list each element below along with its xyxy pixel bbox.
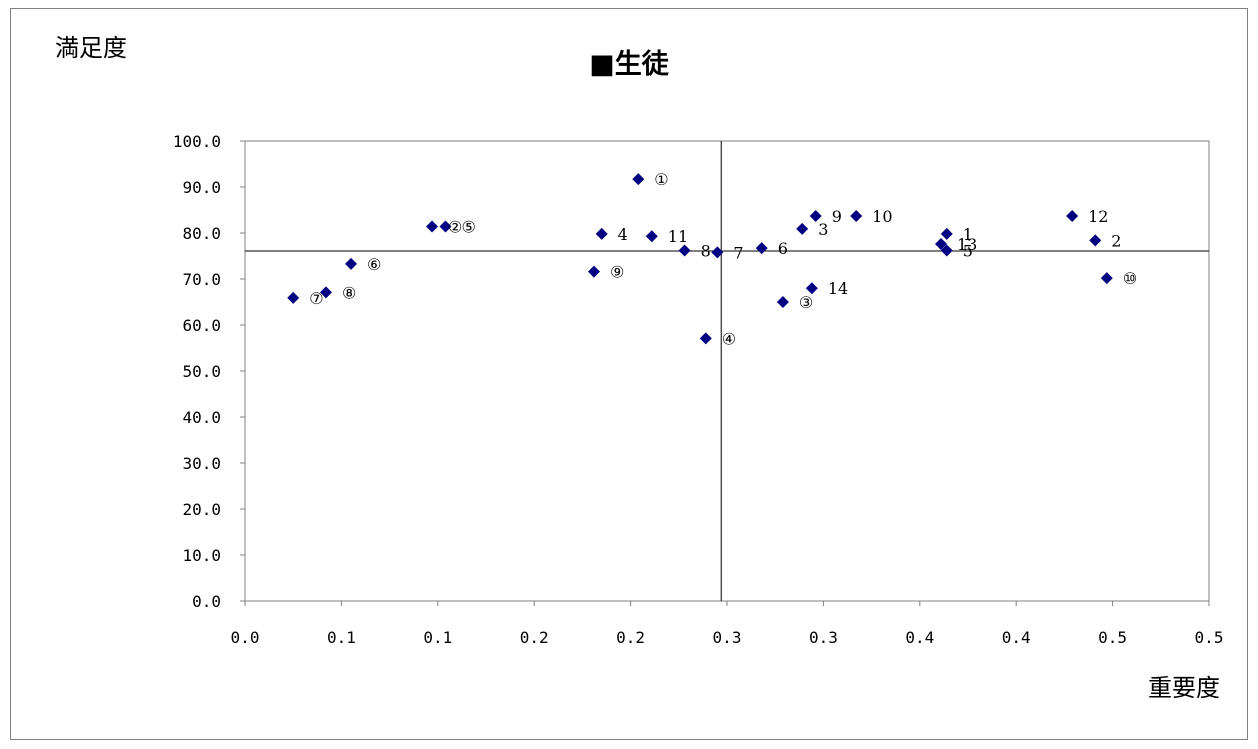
y-tick-label: 70.0: [182, 270, 221, 289]
data-point-label: 8: [701, 241, 711, 260]
y-tick-labels: 0.0 10.0 20.0 30.0 40.0 50.0 60.0 70.0 80.0 90.0 1…: [173, 132, 245, 611]
data-point: [1066, 209, 1079, 222]
y-axis-label: 満足度: [55, 34, 127, 62]
y-tick-label: 30.0: [182, 454, 221, 473]
data-point-label: 4: [618, 225, 628, 244]
data-point: [796, 222, 809, 235]
data-point: [940, 227, 953, 240]
x-tick-label: 0.2: [520, 628, 549, 647]
data-point: [632, 173, 645, 186]
data-point-label: ③: [799, 293, 813, 312]
y-tick-label: 80.0: [182, 224, 221, 243]
data-point-label: ⑩: [1123, 269, 1137, 288]
x-axis-label: 重要度: [1148, 674, 1220, 702]
data-point-label: 13: [957, 235, 977, 254]
data-point: [935, 238, 948, 251]
data-point: [711, 246, 724, 259]
y-tick-label: 50.0: [182, 362, 221, 381]
data-point: [940, 244, 953, 257]
y-tick-label: 40.0: [182, 408, 221, 427]
y-tick-label: 0.0: [192, 592, 221, 611]
y-tick-label: 60.0: [182, 316, 221, 335]
data-point: [439, 220, 452, 233]
data-point: [805, 282, 818, 295]
data-point: [1100, 272, 1113, 285]
x-tick-label: 0.5: [1098, 628, 1127, 647]
data-point: [645, 230, 658, 243]
y-tick-label: 20.0: [182, 500, 221, 519]
x-tick-label: 0.4: [905, 628, 934, 647]
data-point-label: 5: [963, 241, 973, 260]
data-point-label: 3: [818, 220, 828, 239]
x-tick-labels: 0.0 0.1 0.1 0.2 0.2 0.3 0.3 0.4 0.4 0.5 0.5: [231, 601, 1224, 647]
data-point-label: ④: [722, 329, 736, 348]
data-point: [426, 220, 439, 233]
data-point: [587, 265, 600, 278]
data-point-label: ⑦: [309, 289, 323, 308]
data-point-label: 9: [832, 207, 842, 226]
y-tick-label: 10.0: [182, 546, 221, 565]
y-tick-label: 90.0: [182, 178, 221, 197]
data-point-label: ⑧: [342, 283, 356, 302]
data-point: [319, 286, 332, 299]
plot-area: [244, 140, 1210, 602]
data-point-label: 1: [963, 225, 973, 244]
data-point: [678, 244, 691, 257]
data-point: [809, 209, 822, 222]
data-point-label: ①: [654, 170, 668, 189]
data-point: [755, 242, 768, 255]
data-point: [1089, 234, 1102, 247]
reference-lines: [245, 141, 1209, 601]
data-point-label: 10: [872, 207, 892, 226]
x-tick-label: 0.4: [1002, 628, 1031, 647]
chart-title: ■生徒: [589, 49, 669, 80]
x-tick-label: 0.5: [1195, 628, 1224, 647]
data-point-label: 14: [828, 279, 848, 298]
data-point-label: ⑥: [367, 255, 381, 274]
data-point-label: 7: [733, 243, 743, 262]
x-tick-label: 0.3: [809, 628, 838, 647]
data-point-label: 11: [668, 227, 688, 246]
data-point: [850, 209, 863, 222]
data-point: [699, 332, 712, 345]
data-point: [345, 257, 358, 270]
data-point-label: ⑨: [610, 263, 624, 282]
x-tick-label: 0.0: [231, 628, 260, 647]
x-tick-label: 0.1: [327, 628, 356, 647]
data-point: [595, 227, 608, 240]
data-points: [287, 173, 1113, 345]
data-point-label: 6: [778, 239, 788, 258]
x-tick-label: 0.1: [423, 628, 452, 647]
x-tick-label: 0.2: [616, 628, 645, 647]
data-point-label: ②: [448, 218, 462, 237]
data-point-label: 12: [1088, 207, 1108, 226]
data-point-label: 2: [1111, 231, 1121, 250]
x-tick-label: 0.3: [713, 628, 742, 647]
data-point: [287, 291, 300, 304]
data-point-label: ⑤: [462, 218, 476, 237]
y-tick-label: 100.0: [173, 132, 221, 151]
data-point: [776, 296, 789, 308]
